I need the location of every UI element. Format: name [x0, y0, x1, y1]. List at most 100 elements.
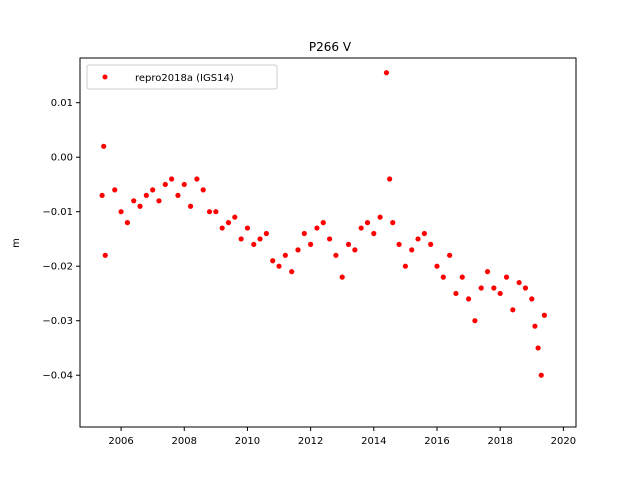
data-point: [162, 181, 168, 188]
data-point: [538, 372, 544, 378]
x-tick-label: 2008: [172, 436, 197, 447]
y-axis-label: m: [11, 238, 22, 248]
data-point: [251, 241, 257, 248]
legend-label: repro2018a (IGS14): [135, 73, 234, 84]
data-point: [225, 220, 232, 226]
x-tick-label: 2020: [551, 436, 576, 447]
data-point: [320, 220, 326, 226]
data-point: [345, 241, 352, 248]
data-point: [333, 252, 339, 258]
data-point: [409, 247, 415, 253]
data-point: [289, 269, 295, 275]
y-tick-label: −0.01: [42, 207, 73, 218]
data-point: [535, 345, 541, 351]
data-point: [383, 70, 390, 76]
legend: repro2018a (IGS14): [86, 64, 278, 90]
data-point: [440, 274, 446, 280]
data-point: [516, 279, 522, 286]
y-tick-label: 0.01: [51, 98, 73, 109]
y-tick-label: 0.00: [51, 153, 73, 164]
x-tick-label: 2014: [361, 436, 386, 447]
data-point: [102, 252, 108, 258]
data-point: [131, 198, 137, 204]
x-tick-label: 2016: [424, 436, 449, 447]
data-point: [213, 209, 219, 215]
data-point: [510, 307, 516, 313]
data-point: [124, 220, 130, 226]
data-point: [529, 296, 535, 302]
chart-title: P266 V: [309, 40, 352, 54]
legend-marker: [102, 74, 108, 80]
data-point: [244, 225, 251, 231]
data-points: [99, 70, 548, 378]
data-point: [503, 274, 510, 280]
y-tick-label: −0.02: [42, 262, 73, 273]
x-tick-label: 2010: [235, 436, 260, 447]
data-point: [232, 214, 238, 220]
data-point: [276, 263, 282, 269]
data-point: [99, 192, 105, 198]
data-point: [219, 225, 225, 231]
data-point: [532, 323, 538, 329]
data-point: [472, 318, 478, 324]
data-point: [377, 214, 383, 220]
plot-frame: [79, 57, 577, 428]
data-point: [541, 312, 548, 318]
data-point: [453, 290, 459, 297]
data-point: [387, 176, 393, 182]
data-point: [484, 269, 491, 275]
x-tick-label: 2018: [487, 436, 512, 447]
data-point: [421, 230, 427, 237]
data-point: [364, 220, 371, 226]
data-point: [339, 274, 345, 280]
data-point: [428, 241, 434, 248]
x-axis: 2006 2008 2010 2012 2014 2016 2018 2020: [108, 427, 576, 447]
data-point: [175, 192, 181, 198]
x-tick-label: 2012: [298, 436, 323, 447]
data-point: [396, 241, 402, 248]
data-point: [257, 236, 263, 242]
data-point: [238, 236, 244, 242]
data-point: [194, 176, 200, 182]
data-point: [137, 203, 143, 209]
data-point: [101, 143, 107, 149]
data-point: [415, 236, 421, 242]
data-point: [187, 203, 194, 209]
data-point: [181, 181, 187, 188]
data-point: [295, 247, 301, 253]
data-point: [200, 187, 206, 193]
data-point: [522, 285, 529, 291]
data-point: [270, 258, 276, 264]
data-point: [169, 176, 175, 182]
data-point: [434, 263, 440, 269]
data-point: [352, 247, 358, 253]
data-point: [497, 290, 503, 297]
data-point: [465, 296, 472, 302]
y-tick-label: −0.03: [42, 316, 73, 327]
data-point: [358, 225, 364, 231]
y-axis: 0.01 0.00 −0.01 −0.02 −0.03 −0.04: [42, 98, 80, 382]
data-point: [150, 187, 156, 193]
data-point: [371, 230, 377, 237]
data-point: [112, 187, 118, 193]
legend-box: [86, 64, 278, 90]
data-point: [326, 236, 333, 242]
data-point: [143, 192, 149, 198]
y-tick-label: −0.04: [42, 371, 73, 382]
data-point: [478, 285, 484, 291]
data-point: [118, 209, 124, 215]
data-point: [447, 252, 453, 258]
data-point: [206, 209, 213, 215]
data-point: [390, 220, 396, 226]
data-point: [156, 198, 162, 204]
data-point: [314, 225, 320, 231]
data-point: [282, 252, 288, 258]
data-point: [263, 230, 269, 237]
data-point: [402, 263, 408, 269]
x-tick-label: 2006: [108, 436, 133, 447]
data-point: [491, 285, 497, 291]
data-point: [301, 230, 307, 237]
data-point: [459, 274, 465, 280]
data-point: [308, 241, 314, 248]
